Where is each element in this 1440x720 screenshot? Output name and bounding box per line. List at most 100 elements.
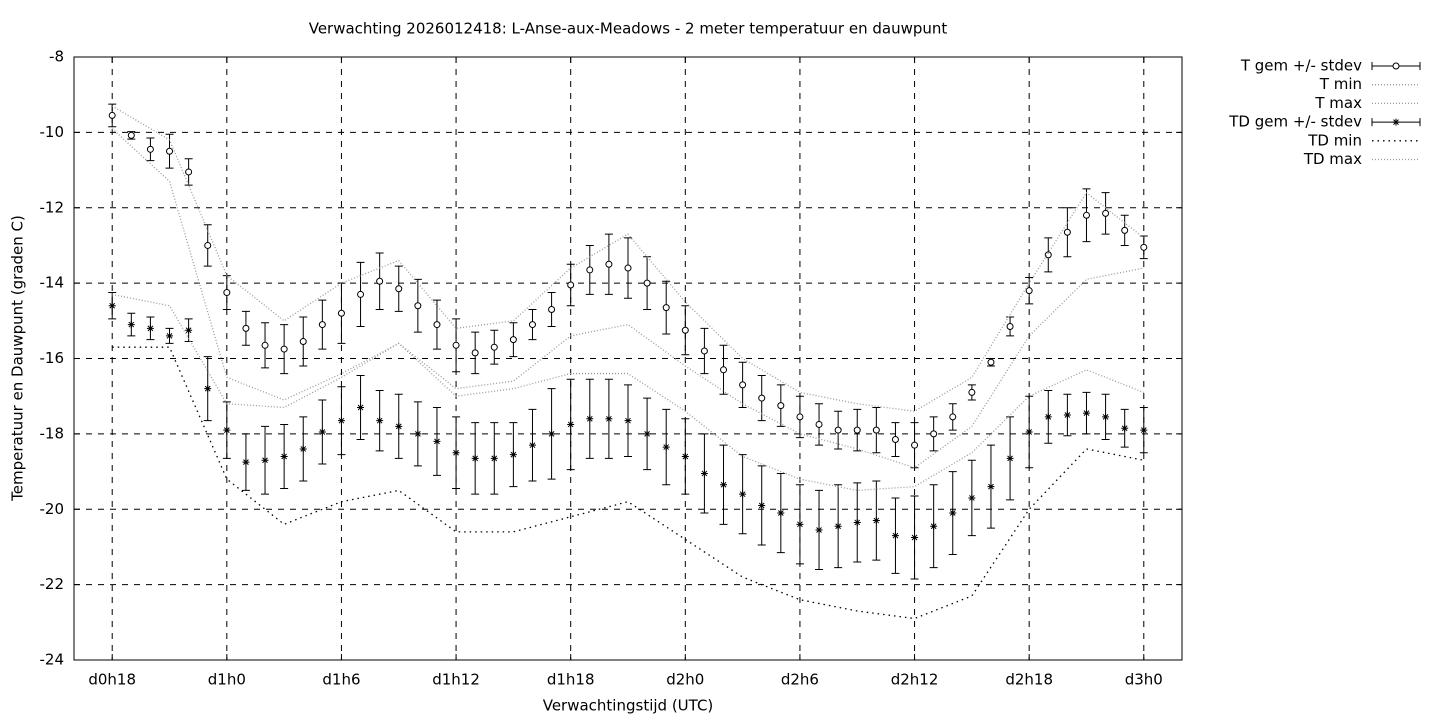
x-tick-label: d3h0 <box>1125 671 1163 689</box>
marker <box>242 458 250 466</box>
y-tick-label: -22 <box>40 575 65 593</box>
marker <box>242 324 250 332</box>
marker <box>624 264 632 272</box>
marker <box>433 437 441 445</box>
marker <box>185 168 193 176</box>
y-tick-label: -8 <box>49 48 64 66</box>
x-tick-label: d1h0 <box>208 671 246 689</box>
marker <box>185 326 193 334</box>
marker <box>318 428 326 436</box>
marker <box>108 111 116 119</box>
marker <box>299 445 307 453</box>
y-tick-label: -12 <box>40 198 65 216</box>
marker <box>987 358 995 366</box>
marker <box>261 456 269 464</box>
legend-label: T gem +/- stdev <box>1240 57 1362 75</box>
legend-label: TD gem +/- stdev <box>1228 113 1362 131</box>
y-tick-label: -20 <box>40 500 65 518</box>
marker <box>1140 426 1148 434</box>
marker <box>1006 454 1014 462</box>
marker <box>891 436 899 444</box>
line <box>112 293 1145 492</box>
chart-title: Verwachting 2026012418: L-Anse-aux-Meado… <box>309 20 948 38</box>
marker <box>471 454 479 462</box>
marker <box>223 289 231 297</box>
x-tick-label: d2h18 <box>1005 671 1053 689</box>
marker <box>414 430 422 438</box>
marker <box>1063 228 1071 236</box>
marker <box>834 522 842 530</box>
marker <box>1082 409 1090 417</box>
marker <box>280 452 288 460</box>
x-axis-title: Verwachtingstijd (UTC) <box>543 697 714 715</box>
marker <box>567 281 575 289</box>
marker <box>605 260 613 268</box>
marker <box>624 417 632 425</box>
marker <box>700 347 708 355</box>
marker <box>930 430 938 438</box>
marker <box>318 321 326 329</box>
marker <box>1082 211 1090 219</box>
marker <box>777 509 785 517</box>
marker <box>376 277 384 285</box>
marker <box>1102 413 1110 421</box>
marker <box>758 501 766 509</box>
marker <box>586 415 594 423</box>
line <box>111 128 1144 469</box>
marker <box>166 332 174 340</box>
x-tick-label: d1h12 <box>432 671 480 689</box>
marker <box>891 532 899 540</box>
legend-marker <box>1392 118 1400 126</box>
marker <box>433 321 441 329</box>
marker <box>720 366 728 374</box>
marker <box>662 304 670 312</box>
x-tick-label: d1h6 <box>322 671 360 689</box>
marker <box>146 324 154 332</box>
marker <box>146 145 154 153</box>
marker <box>548 430 556 438</box>
x-tick-label: d0h18 <box>88 671 136 689</box>
marker <box>968 494 976 502</box>
marker <box>1121 424 1129 432</box>
x-tick-label: d2h12 <box>891 671 939 689</box>
y-tick-label: -14 <box>40 274 65 292</box>
y-tick-label: -10 <box>40 123 65 141</box>
marker <box>815 526 823 534</box>
marker <box>490 454 498 462</box>
marker <box>605 415 613 423</box>
marker <box>1044 413 1052 421</box>
marker <box>471 349 479 357</box>
marker <box>166 147 174 155</box>
marker <box>777 402 785 410</box>
marker <box>528 321 536 329</box>
marker <box>261 341 269 349</box>
marker <box>376 417 384 425</box>
marker <box>853 518 861 526</box>
legend-label: TD max <box>1303 150 1362 168</box>
marker <box>357 403 365 411</box>
marker <box>720 481 728 489</box>
marker <box>911 534 919 542</box>
marker <box>414 302 422 310</box>
marker <box>127 321 135 329</box>
marker <box>548 306 556 314</box>
marker <box>643 279 651 287</box>
legend-label: TD min <box>1307 131 1362 149</box>
marker <box>1102 209 1110 217</box>
marker <box>108 302 116 310</box>
marker <box>586 266 594 274</box>
marker <box>796 413 804 421</box>
marker <box>509 336 517 344</box>
marker <box>280 345 288 353</box>
marker <box>911 441 919 449</box>
marker <box>681 326 689 334</box>
marker <box>395 422 403 430</box>
marker <box>1025 428 1033 436</box>
marker <box>452 341 460 349</box>
marker <box>357 290 365 298</box>
marker <box>739 381 747 389</box>
marker <box>223 426 231 434</box>
y-tick-label: -16 <box>40 349 65 367</box>
marker <box>872 426 880 434</box>
